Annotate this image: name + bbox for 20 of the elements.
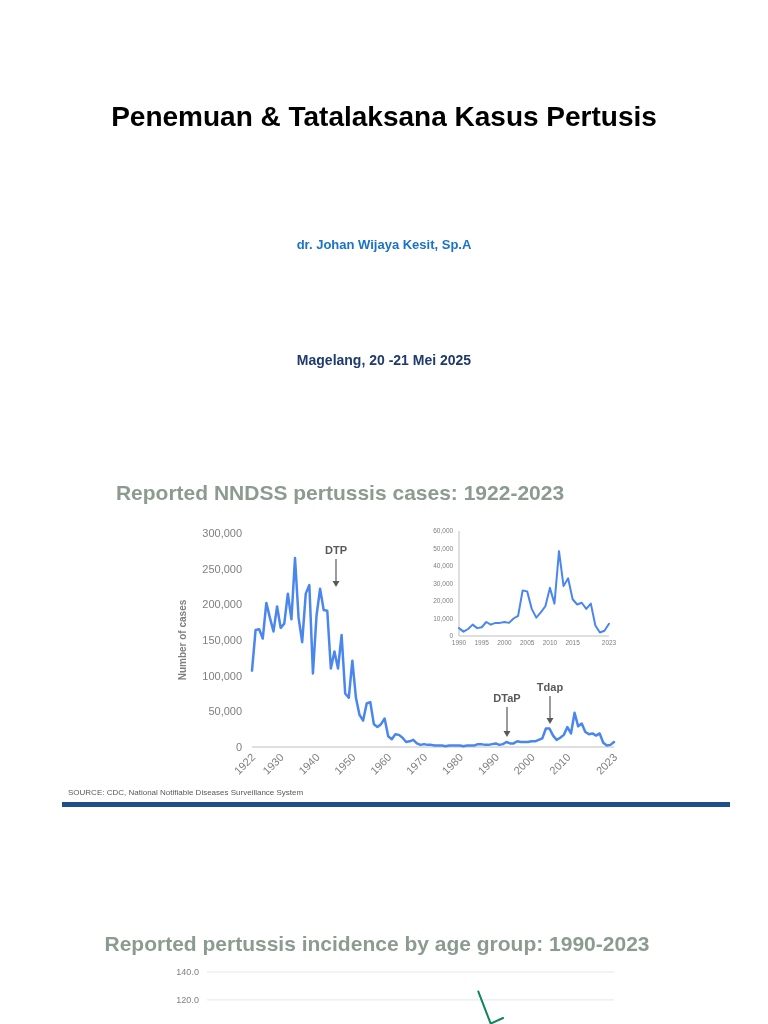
y-tick-label: 50,000 <box>208 705 243 718</box>
line-series <box>250 556 616 748</box>
y-tick-label: 250,000 <box>202 562 243 575</box>
text: Penemuan & Tatalaksana Kasus Pertusis <box>111 101 657 132</box>
y-tick-label: 0 <box>235 740 243 753</box>
y-tick-label: 150,000 <box>202 633 243 646</box>
annotation: DTaP <box>493 692 521 704</box>
chart-title: Reported pertussis incidence by age group: 1990-2023 <box>104 932 650 955</box>
y-tick-label: 300,000 <box>202 526 243 539</box>
y-tick-label: 200,000 <box>202 598 243 611</box>
text: Magelang, 20 -21 Mei 2025 <box>296 352 472 368</box>
y-axis-title: Number of cases <box>177 599 188 681</box>
annotation: DTP <box>325 544 347 556</box>
text: dr. Johan Wijaya Kesit, Sp.A <box>296 237 472 252</box>
source-note: SOURCE: CDC, National Notifiable Diseases Surveillance System <box>68 788 304 797</box>
y-tick-label: 100,000 <box>202 669 243 682</box>
chart-title: Reported NNDSS pertussis cases: 1922-2023 <box>115 481 565 504</box>
y-tick-label: 120.0 <box>176 995 199 1006</box>
y-tick-label: 140.0 <box>176 967 199 978</box>
annotation: Tdap <box>536 681 564 693</box>
